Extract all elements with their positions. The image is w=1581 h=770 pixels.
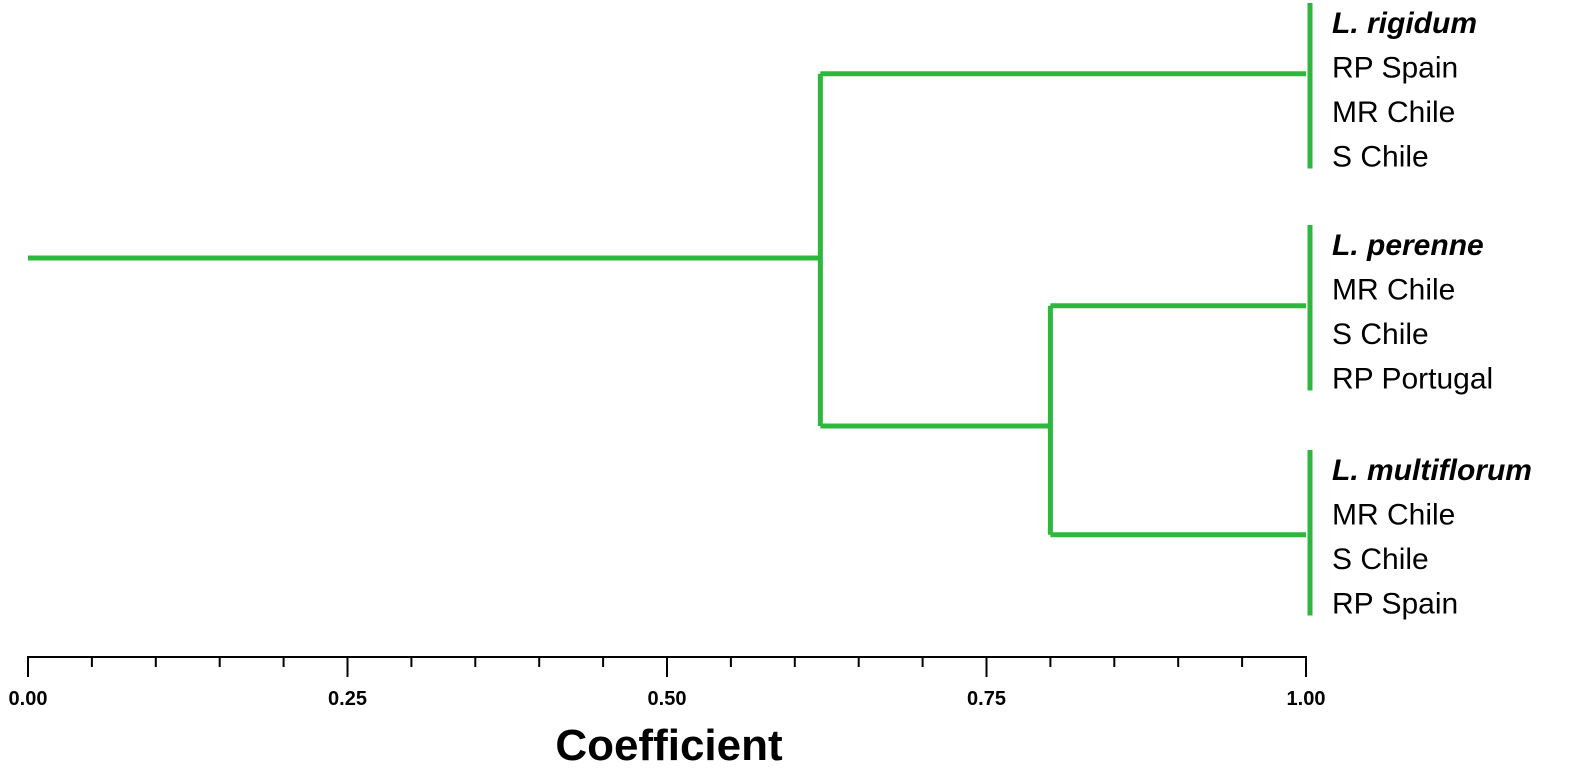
tick-label: 0.25 <box>328 688 367 710</box>
population-label: S Chile <box>1332 543 1429 576</box>
species-label-perenne: L. perenne <box>1332 229 1484 262</box>
x-axis: 0.00 0.25 0.50 0.75 1.00 <box>9 656 1326 710</box>
population-label: S Chile <box>1332 141 1429 174</box>
population-label: RP Spain <box>1332 52 1458 85</box>
population-label: S Chile <box>1332 318 1429 351</box>
tick-label: 0.00 <box>9 688 48 710</box>
population-label: RP Portugal <box>1332 363 1493 396</box>
species-label-rigidum: L. rigidum <box>1332 7 1477 40</box>
branch-group <box>28 71 1306 538</box>
population-label: MR Chile <box>1332 96 1455 129</box>
population-label: MR Chile <box>1332 274 1455 307</box>
tick-label: 1.00 <box>1287 688 1326 710</box>
leaf-group: L. rigidum RP Spain MR Chile S Chile L. pere… <box>1307 3 1532 621</box>
population-label: RP Spain <box>1332 588 1458 621</box>
population-label: MR Chile <box>1332 499 1455 532</box>
tick-label: 0.50 <box>648 688 687 710</box>
x-axis-title: Coefficient <box>555 721 783 770</box>
tick-label: 0.75 <box>967 688 1006 710</box>
species-label-multiflorum: L. multiflorum <box>1332 454 1532 487</box>
